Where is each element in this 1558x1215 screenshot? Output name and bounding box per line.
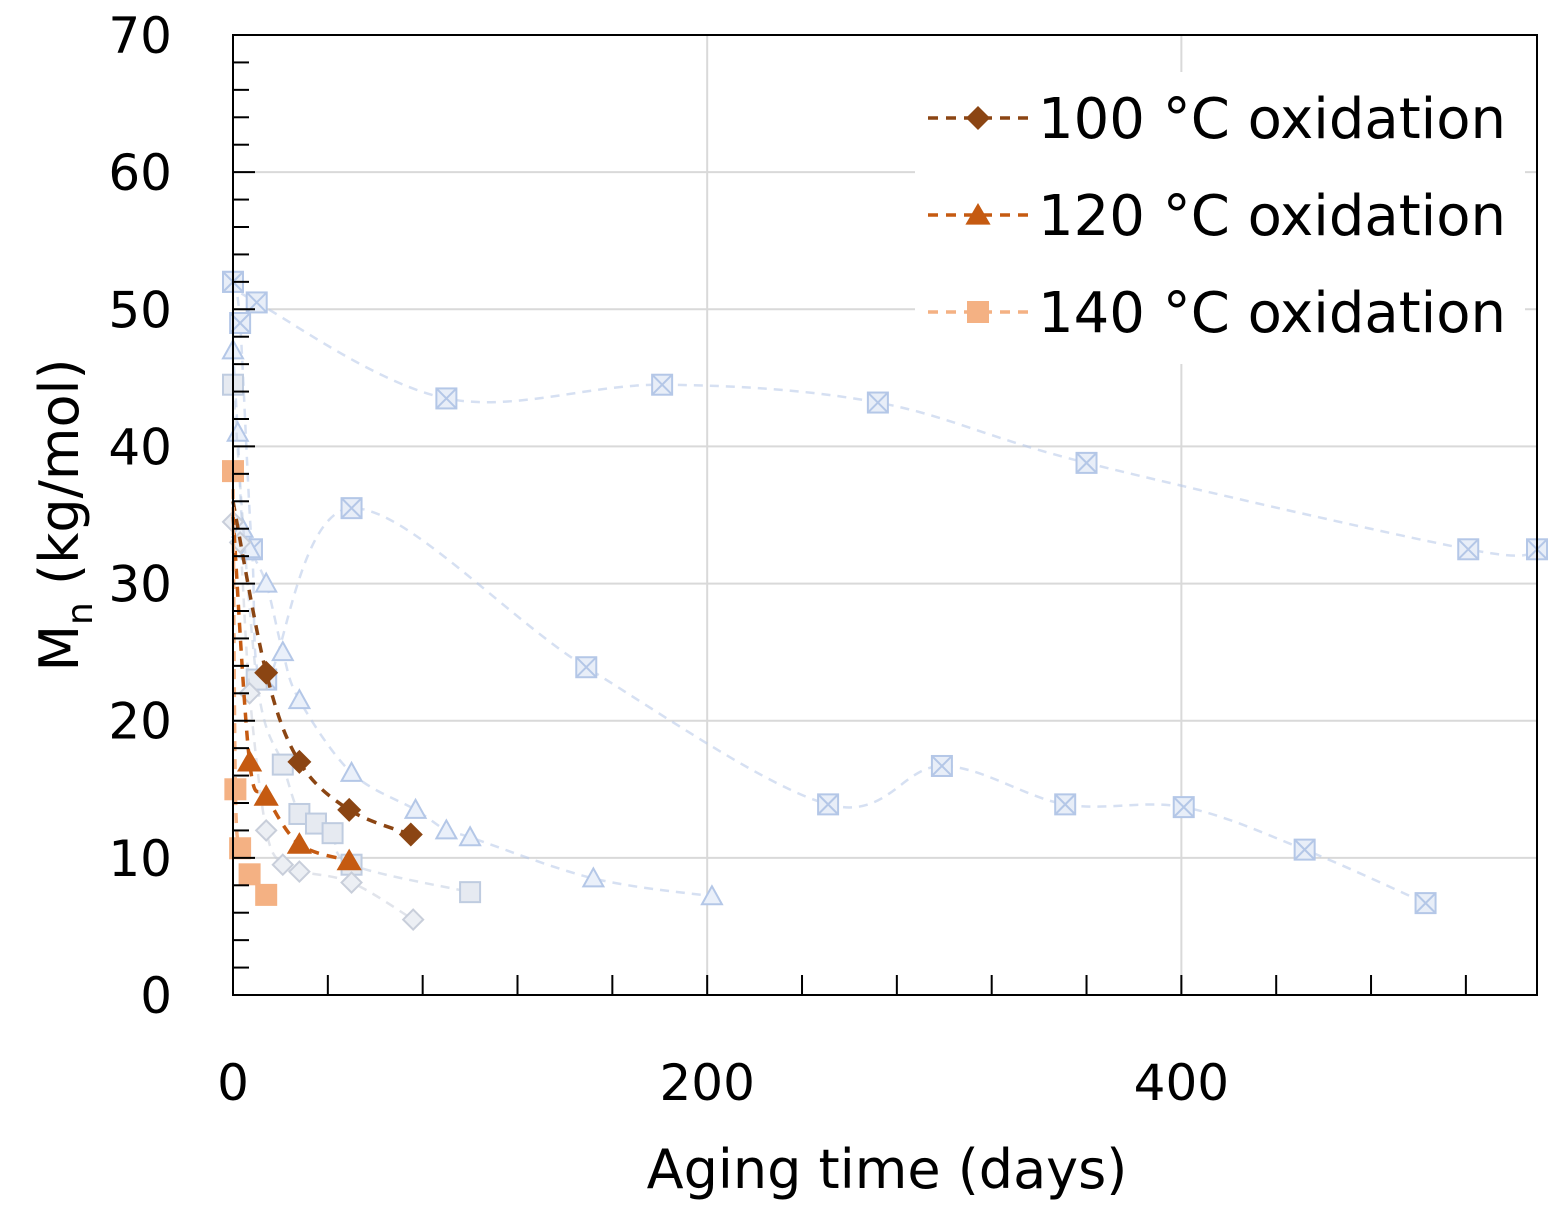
background-data-point <box>1457 538 1480 561</box>
y-tick-label: 0 <box>140 967 172 1025</box>
background-data-point <box>866 391 889 414</box>
data-point <box>229 837 252 860</box>
background-data-point <box>1172 796 1195 819</box>
background-data-point <box>575 656 598 679</box>
background-data-point <box>581 866 606 888</box>
background-data-point <box>271 753 294 776</box>
background-data-point <box>700 884 724 906</box>
background-data-point <box>271 853 295 877</box>
x-tick-label: 200 <box>659 1054 754 1112</box>
background-data-point <box>1054 793 1077 816</box>
series-line <box>231 514 350 863</box>
background-data-point <box>435 387 458 410</box>
background-data-point <box>339 760 364 782</box>
background-data-point <box>1414 892 1437 915</box>
data-point <box>238 863 261 886</box>
series-line <box>231 500 412 837</box>
data-point <box>286 832 312 854</box>
legend-label: 140 °C oxidation <box>1038 281 1506 346</box>
legend-label: 100 °C oxidation <box>1038 87 1506 152</box>
legend-item: 100 °C oxidation <box>928 87 1506 152</box>
background-data-point <box>254 571 278 593</box>
y-tick-label: 50 <box>108 281 172 339</box>
y-tick-label: 40 <box>108 418 172 476</box>
legend-item: 120 °C oxidation <box>928 184 1506 249</box>
background-data-point <box>401 908 425 931</box>
x-tick-label: 400 <box>1134 1054 1229 1112</box>
main-series <box>222 460 423 906</box>
legend-background <box>915 72 1525 364</box>
data-point <box>336 848 362 871</box>
legend-marker <box>967 301 989 323</box>
background-data-point <box>651 373 674 396</box>
legend-label: 120 °C oxidation <box>1038 184 1506 249</box>
data-point <box>398 822 423 847</box>
data-point <box>337 797 362 822</box>
data-point <box>287 749 312 774</box>
axes <box>232 34 1538 996</box>
y-tick-label: 70 <box>108 7 172 65</box>
plot-frame <box>232 34 1538 996</box>
y-axis-title: Mn (kg/mol) <box>28 358 101 671</box>
background-data-point <box>403 797 428 819</box>
background-data-point <box>287 860 311 883</box>
x-tick-label: 0 <box>217 1054 249 1112</box>
x-axis-title: Aging time (days) <box>647 1138 1128 1201</box>
background-data-point <box>930 754 953 777</box>
legend: 100 °C oxidation 120 °C oxidation 140 °C o… <box>915 72 1525 364</box>
legend-item: 140 °C oxidation <box>928 281 1506 346</box>
data-point <box>255 883 278 906</box>
background-data-point <box>321 822 344 845</box>
y-tick-label: 60 <box>108 144 172 202</box>
background-data-point <box>1075 451 1098 474</box>
y-tick-label: 20 <box>108 693 172 751</box>
y-axis-title-main: M <box>28 625 91 672</box>
background-data-point <box>245 291 268 314</box>
tick-labels: 0 10 20 30 40 50 60 70 0 200 400 <box>108 7 1229 1112</box>
gridlines <box>233 35 1537 995</box>
background-data-point <box>287 688 312 710</box>
background-series-line <box>231 350 713 898</box>
y-tick-label: 30 <box>108 556 172 614</box>
background-data-point <box>1293 838 1316 861</box>
background-data-point <box>817 793 840 816</box>
y-axis-title-subscript: n <box>60 602 101 625</box>
data-point <box>236 749 263 772</box>
y-axis-title-units: (kg/mol) <box>28 358 91 602</box>
background-data-point <box>458 825 482 847</box>
data-point <box>253 784 279 806</box>
data-point <box>224 778 247 801</box>
y-tick-label: 10 <box>108 830 172 888</box>
background-data-point <box>459 881 482 904</box>
background-data-point <box>340 871 363 894</box>
background-data-point <box>434 818 459 840</box>
legend-marker <box>966 106 990 130</box>
background-data-point <box>254 819 278 842</box>
background-series-line <box>231 280 1538 557</box>
background-data-point <box>340 497 363 520</box>
legend-marker <box>965 203 991 225</box>
data-point <box>254 660 279 685</box>
background-data-point <box>271 640 295 662</box>
background-series <box>221 270 1548 931</box>
